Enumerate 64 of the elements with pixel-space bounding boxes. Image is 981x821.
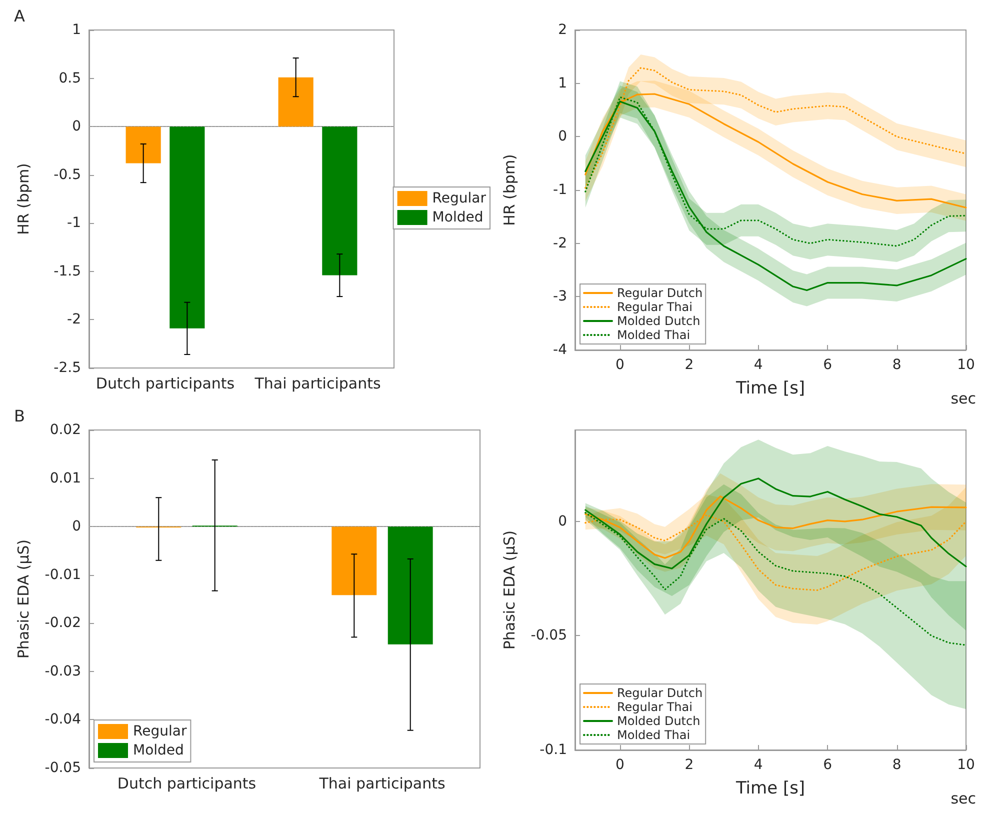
y-tick-label: 0 — [72, 118, 81, 135]
y-tick-label: -0.5 — [54, 166, 81, 183]
legend-label: Regular Thai — [617, 700, 692, 714]
legend-label: Regular — [133, 724, 187, 740]
y-tick-label: -2 — [67, 312, 81, 328]
y-axis-title: HR (bpm) — [14, 163, 32, 235]
y-tick-label: -1 — [67, 215, 81, 232]
y-tick-label: -1.5 — [54, 263, 81, 280]
x-tick-label: 10 — [957, 357, 975, 373]
text: B — [14, 406, 25, 426]
legend-label: Molded Dutch — [617, 314, 700, 328]
x-axis-title: Time [s] — [734, 778, 806, 798]
y-tick-label: -0.01 — [44, 566, 81, 583]
x-tick-label: Thai participants — [254, 374, 381, 392]
x-tick-label: 0 — [616, 357, 624, 373]
y-axis-title: Phasic EDA (μS) — [14, 539, 32, 659]
y-tick-label: 0 — [558, 128, 567, 145]
legend-label: Molded Dutch — [617, 714, 700, 728]
x-tick-label: 2 — [684, 757, 694, 773]
y-tick-label: -0.1 — [540, 742, 567, 758]
x-tick-label: 6 — [823, 757, 832, 773]
x-tick-label: 10 — [957, 757, 975, 773]
y-tick-label: -0.03 — [44, 663, 81, 680]
y-tick-label: -1 — [553, 182, 567, 198]
y-axis-title: HR (bpm) — [500, 154, 518, 226]
legend-label: Regular — [432, 190, 486, 206]
x-tick-label: 8 — [892, 757, 902, 773]
y-axis-title: Phasic EDA (μS) — [500, 530, 518, 650]
y-tick-label: 1 — [558, 75, 567, 92]
y-tick-label: 1 — [72, 22, 81, 38]
y-tick-label: -0.05 — [44, 760, 81, 776]
legend-label: Molded — [432, 210, 484, 226]
y-tick-label: -2.5 — [54, 360, 81, 376]
y-tick-label: 2 — [558, 22, 567, 38]
x-tick-label: 4 — [754, 757, 763, 773]
legend-label: Regular Thai — [617, 300, 692, 314]
text: sec — [950, 390, 976, 408]
x-axis-title: Time [s] — [734, 378, 806, 398]
x-tick-label: 6 — [823, 357, 832, 373]
y-tick-label: -0.02 — [44, 615, 81, 632]
y-tick-label: -3 — [553, 288, 567, 305]
x-tick-label: Dutch participants — [117, 774, 256, 792]
y-tick-label: -4 — [553, 342, 568, 358]
x-tick-label: 2 — [684, 357, 694, 373]
text: sec — [950, 790, 976, 808]
legend-label: Regular Dutch — [617, 286, 703, 300]
y-tick-label: 0 — [558, 513, 567, 530]
y-tick-label: -0.04 — [44, 712, 82, 728]
y-tick-label: 0 — [72, 518, 81, 535]
x-tick-label: Thai participants — [318, 774, 446, 792]
legend-label: Molded — [133, 742, 184, 758]
y-tick-label: 0.02 — [50, 422, 81, 438]
y-tick-label: -2 — [553, 235, 567, 252]
y-tick-label: 0.01 — [50, 470, 81, 486]
legend-label: Molded Thai — [617, 328, 690, 342]
y-tick-label: -0.05 — [530, 628, 567, 644]
legend-label: Molded Thai — [617, 728, 690, 742]
x-tick-label: 0 — [616, 757, 624, 773]
x-tick-label: Dutch participants — [96, 374, 235, 392]
x-tick-label: 8 — [892, 357, 902, 373]
text: A — [14, 6, 25, 26]
y-tick-label: 0.5 — [58, 70, 81, 86]
x-tick-label: 4 — [754, 357, 763, 373]
legend-label: Regular Dutch — [617, 686, 703, 700]
